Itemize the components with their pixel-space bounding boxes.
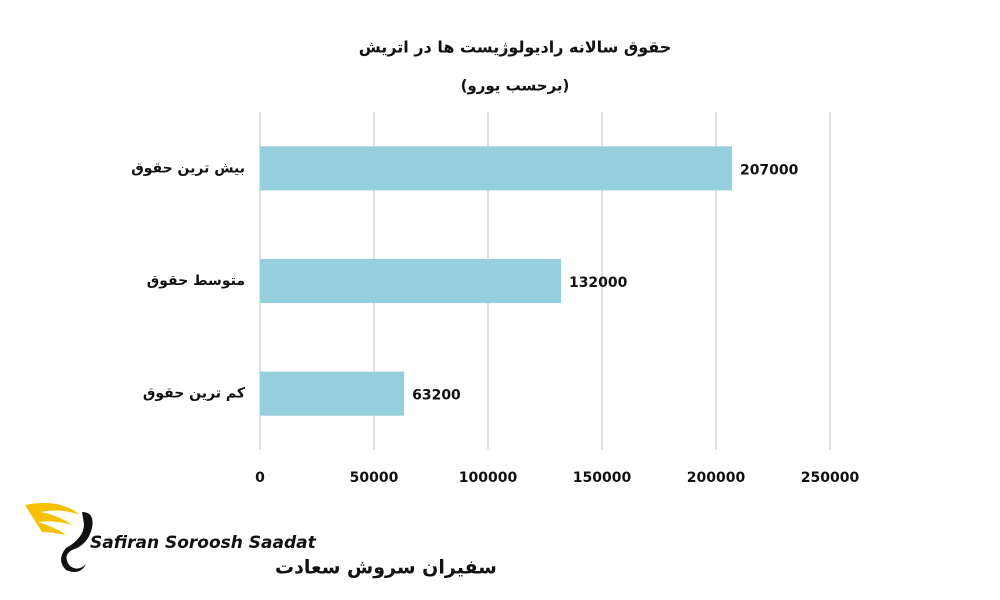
- bar: [260, 371, 405, 416]
- logo-swan: [61, 512, 93, 572]
- x-tick-label: 150000: [573, 470, 632, 486]
- x-tick-label: 200000: [687, 470, 746, 486]
- logo-persian: سفیران سروش سعادت: [275, 557, 497, 579]
- x-tick-label: 0: [255, 470, 265, 486]
- bar: [260, 146, 732, 191]
- x-tick-label: 50000: [350, 470, 399, 486]
- x-tick-label: 100000: [459, 470, 518, 486]
- x-tick-label: 250000: [801, 470, 860, 486]
- y-tick-label: کم ترین حقوق: [143, 386, 246, 402]
- chart-subtitle: (برحسب یورو): [461, 77, 570, 95]
- value-label: 207000: [740, 162, 799, 178]
- chart-title: حقوق سالانه رادیولوژیست ها در اتریش: [359, 38, 672, 57]
- logo: Safiran Soroosh Saadat سفیران سروش سعادت: [25, 502, 497, 579]
- logo-latin: Safiran Soroosh Saadat: [90, 533, 317, 553]
- value-label: 63200: [412, 388, 461, 404]
- value-label: 132000: [569, 275, 628, 291]
- bar: [260, 259, 561, 303]
- y-tick-label: بیش ترین حقوق: [131, 160, 245, 176]
- y-tick-label: متوسط حقوق: [147, 273, 245, 289]
- logo-wing: [25, 502, 80, 535]
